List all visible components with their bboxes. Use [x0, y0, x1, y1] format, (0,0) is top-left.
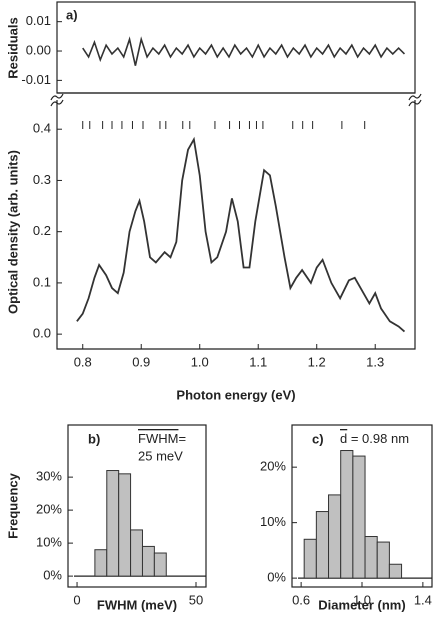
annotation: d = 0.98 nm	[340, 431, 409, 446]
x-tick-label: 0.8	[74, 354, 92, 369]
y-tick-label: 0.4	[33, 121, 51, 136]
x-tick-label: 0.6	[292, 592, 310, 607]
y-label: Optical density (arb. units)	[5, 150, 20, 314]
x-tick-label: 50	[189, 592, 203, 607]
y-tick-label: 20%	[36, 502, 62, 517]
bar	[315, 511, 330, 579]
x-tick-label: 1.0	[191, 354, 209, 369]
y-tick-label: -0.01	[21, 72, 51, 87]
x-tick-label: 1.4	[414, 592, 432, 607]
panel-label: c)	[312, 431, 324, 446]
y-tick-label: 0.3	[33, 172, 51, 187]
bar	[94, 549, 108, 577]
annotation: 25 meV	[138, 448, 183, 463]
y-tick-label: 0.0	[33, 326, 51, 341]
bar	[352, 455, 366, 579]
bar	[364, 536, 378, 579]
x-label: FWHM (meV)	[97, 597, 177, 612]
bar	[106, 470, 120, 577]
x-tick-label: 1.0	[353, 592, 371, 607]
y-tick-label: 10%	[36, 535, 62, 550]
y-tick-label: 0%	[267, 570, 286, 585]
x-tick-label: 1.1	[249, 354, 267, 369]
x-tick-label: 0	[73, 592, 80, 607]
y-tick-label: 30%	[36, 469, 62, 484]
y-tick-label: 0.00	[26, 42, 51, 57]
annotation-part: FWHM	[138, 431, 178, 446]
bar	[130, 529, 143, 577]
bar	[328, 494, 342, 579]
x-tick-label: 1.3	[366, 354, 384, 369]
y-tick-label: 10%	[260, 514, 286, 529]
y-label: Residuals	[5, 17, 20, 78]
bar	[153, 552, 167, 577]
bar	[141, 545, 155, 577]
bar	[340, 450, 354, 579]
annotation: FWHM=	[138, 431, 186, 446]
plot-frame	[56, 1, 416, 94]
y-tick-label: 0.01	[26, 13, 51, 28]
spectrum-line	[76, 136, 406, 333]
y-label: Frequency	[5, 472, 20, 539]
annotation-part: = 0.98 nm	[347, 431, 409, 446]
y-tick-label: 20%	[260, 459, 286, 474]
y-tick-label: 0.2	[33, 223, 51, 238]
panel-label: a)	[66, 7, 78, 22]
bar	[303, 538, 317, 579]
bar	[388, 563, 403, 579]
residual-line	[82, 36, 406, 66]
bar	[118, 473, 132, 577]
x-tick-label: 1.2	[308, 354, 326, 369]
y-tick-label: 0.1	[33, 274, 51, 289]
x-label: Diameter (nm)	[318, 597, 405, 612]
x-label: Photon energy (eV)	[176, 387, 295, 402]
y-tick-label: 0%	[43, 568, 62, 583]
annotation-part: =	[178, 431, 186, 446]
plot-frame	[56, 100, 416, 350]
bar	[376, 541, 390, 579]
annotation-part: d	[340, 431, 347, 446]
panel-label: b)	[88, 431, 100, 446]
plot-frame	[67, 424, 207, 588]
x-tick-label: 0.9	[132, 354, 150, 369]
